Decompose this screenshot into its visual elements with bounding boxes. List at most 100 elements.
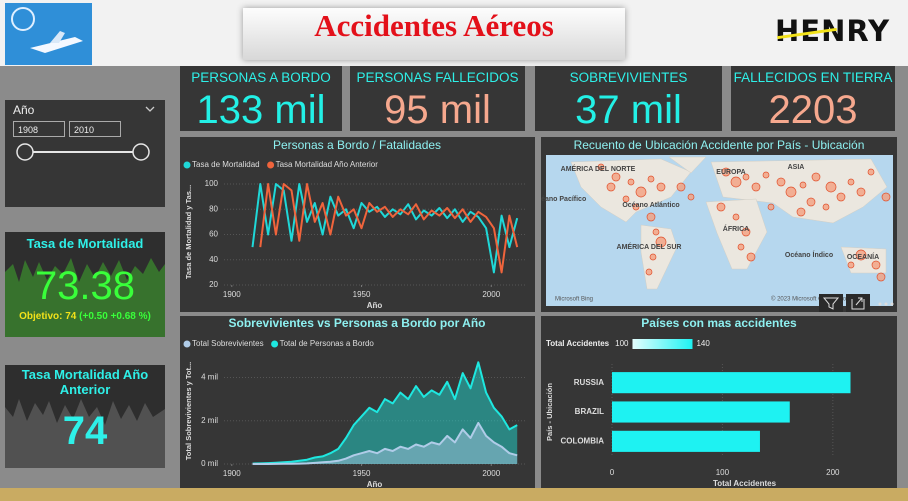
legend-swatch bbox=[183, 161, 191, 169]
legend-label: Total de Personas a Bordo bbox=[280, 339, 375, 348]
map-bubble bbox=[796, 207, 806, 217]
mortality-card: Tasa de Mortalidad 73.38 Objetivo: 74 (+… bbox=[5, 232, 165, 337]
x-tick-label: 1950 bbox=[353, 290, 371, 299]
map-bubble bbox=[627, 178, 635, 186]
y-tick-label: 4 mil bbox=[201, 373, 218, 382]
bar bbox=[612, 372, 851, 394]
line bbox=[251, 183, 519, 274]
map-label: AMÉRICA DEL NORTE bbox=[561, 164, 636, 173]
map-label: Océano Índico bbox=[785, 250, 833, 259]
chart-title: Países con mas accidentes bbox=[641, 316, 797, 330]
x-axis-label: Año bbox=[367, 480, 383, 488]
x-tick-label: 0 bbox=[610, 468, 615, 477]
map-panel: Recuento de Ubicación Accidente por País… bbox=[541, 137, 897, 312]
legend-label: Tasa Mortalidad Año Anterior bbox=[276, 160, 379, 169]
kpi-card: PERSONAS FALLECIDOS 95 mil bbox=[350, 66, 525, 132]
focus-icon bbox=[851, 297, 865, 310]
map-bubble bbox=[751, 182, 761, 192]
map-bubble bbox=[652, 228, 660, 236]
map-bubble bbox=[742, 173, 750, 181]
x-tick-label: 100 bbox=[716, 468, 730, 477]
y-tick-label: BRAZIL bbox=[575, 407, 604, 416]
y-tick-label: COLOMBIA bbox=[560, 436, 604, 445]
map-bubble bbox=[730, 176, 742, 188]
chart-title: Recuento de Ubicación Accidente por País… bbox=[574, 138, 865, 152]
more-dot[interactable] bbox=[878, 302, 882, 306]
map-bubble bbox=[881, 192, 891, 202]
map-bubble bbox=[856, 187, 866, 197]
sparkline-bg bbox=[5, 399, 165, 468]
map-bubble bbox=[732, 213, 740, 221]
map-bubble bbox=[876, 272, 886, 282]
map-bubble bbox=[716, 202, 726, 212]
map-bubble bbox=[776, 177, 786, 187]
kpi-title: FALLECIDOS EN TIERRA bbox=[733, 70, 893, 85]
map-bubble bbox=[799, 181, 807, 189]
x-tick-label: 200 bbox=[826, 468, 840, 477]
y-tick-label: 100 bbox=[205, 179, 219, 188]
footer-band bbox=[0, 488, 908, 501]
x-tick-label: 1900 bbox=[223, 469, 241, 478]
map-bubble bbox=[635, 186, 647, 198]
brand-text: HENRY bbox=[775, 14, 891, 48]
card-goal-line: Objetivo: 74 (+0.50 +0.68 %) bbox=[5, 311, 165, 322]
map-bubble bbox=[847, 178, 855, 186]
y-tick-label: 20 bbox=[209, 280, 218, 289]
map-bubble bbox=[847, 261, 855, 269]
map-bubble bbox=[762, 171, 770, 179]
x-axis-label: Total Accidentes bbox=[713, 479, 777, 488]
map-bubble bbox=[825, 181, 837, 193]
slider-handle[interactable] bbox=[16, 143, 34, 161]
line bbox=[259, 183, 519, 274]
chart-title: Sobrevivientes vs Personas a Bordo por A… bbox=[229, 316, 486, 330]
y-tick-label: 2 mil bbox=[201, 416, 218, 425]
kpi-value: 95 mil bbox=[384, 88, 491, 132]
x-tick-label: 1950 bbox=[353, 469, 371, 478]
x-tick-label: 2000 bbox=[482, 290, 500, 299]
sparkline-bg bbox=[5, 258, 165, 337]
legend-label: Total Sobrevivientes bbox=[192, 339, 264, 348]
logo bbox=[5, 3, 92, 65]
card-title: Tasa de Mortalidad bbox=[26, 236, 144, 251]
map-bubble bbox=[806, 197, 816, 207]
map-bubble bbox=[811, 172, 821, 182]
card-value: 73.38 bbox=[34, 264, 136, 308]
map-bubble bbox=[741, 227, 751, 237]
kpi-title: PERSONAS A BORDO bbox=[191, 70, 331, 85]
card-goal: Objetivo: 74 bbox=[19, 311, 77, 322]
y-tick-label: 40 bbox=[209, 255, 218, 264]
bar bbox=[612, 430, 760, 452]
slider-handle[interactable] bbox=[132, 143, 150, 161]
map-bubble bbox=[611, 172, 621, 182]
slicer-to[interactable]: 2010 bbox=[69, 121, 121, 137]
y-axis-label: Total Sobrevivientes y Tot... bbox=[184, 362, 193, 461]
legend-min: 100 bbox=[615, 339, 629, 348]
map-bubble bbox=[646, 212, 656, 222]
map-bubble bbox=[871, 260, 881, 270]
previous-card: Tasa Mortalidad Año Anterior 74 bbox=[5, 365, 165, 468]
chart-title: Personas a Bordo / Fatalidades bbox=[273, 138, 441, 152]
kpi-title: SOBREVIVIENTES bbox=[569, 70, 688, 85]
map-bubble bbox=[647, 175, 655, 183]
kpi-card: FALLECIDOS EN TIERRA 2203 bbox=[731, 66, 895, 132]
more-dot[interactable] bbox=[890, 302, 894, 306]
visual-toolbar bbox=[819, 294, 894, 312]
filter-button[interactable] bbox=[819, 294, 843, 312]
y-tick-label: 80 bbox=[209, 204, 218, 213]
slicer-chevron[interactable] bbox=[145, 105, 155, 113]
legend-swatch bbox=[267, 161, 275, 169]
more-dot[interactable] bbox=[884, 302, 888, 306]
x-tick-label: 1900 bbox=[223, 290, 241, 299]
y-axis-label: País - Ubicación bbox=[545, 383, 554, 441]
slicer-from[interactable]: 1908 bbox=[13, 121, 65, 137]
y-tick-label: 60 bbox=[209, 230, 218, 239]
map-bubble bbox=[622, 195, 630, 203]
map-bubble bbox=[656, 182, 666, 192]
map-labels: AMÉRICA DEL NORTE EUROPA ASIA Océano Pacífi… bbox=[541, 164, 879, 261]
map-bubble bbox=[632, 203, 640, 211]
map-bubble bbox=[606, 182, 616, 192]
legend-title: Total Accidentes bbox=[546, 339, 610, 348]
kpi-value: 2203 bbox=[768, 88, 858, 132]
brand: HENRY bbox=[775, 14, 897, 50]
